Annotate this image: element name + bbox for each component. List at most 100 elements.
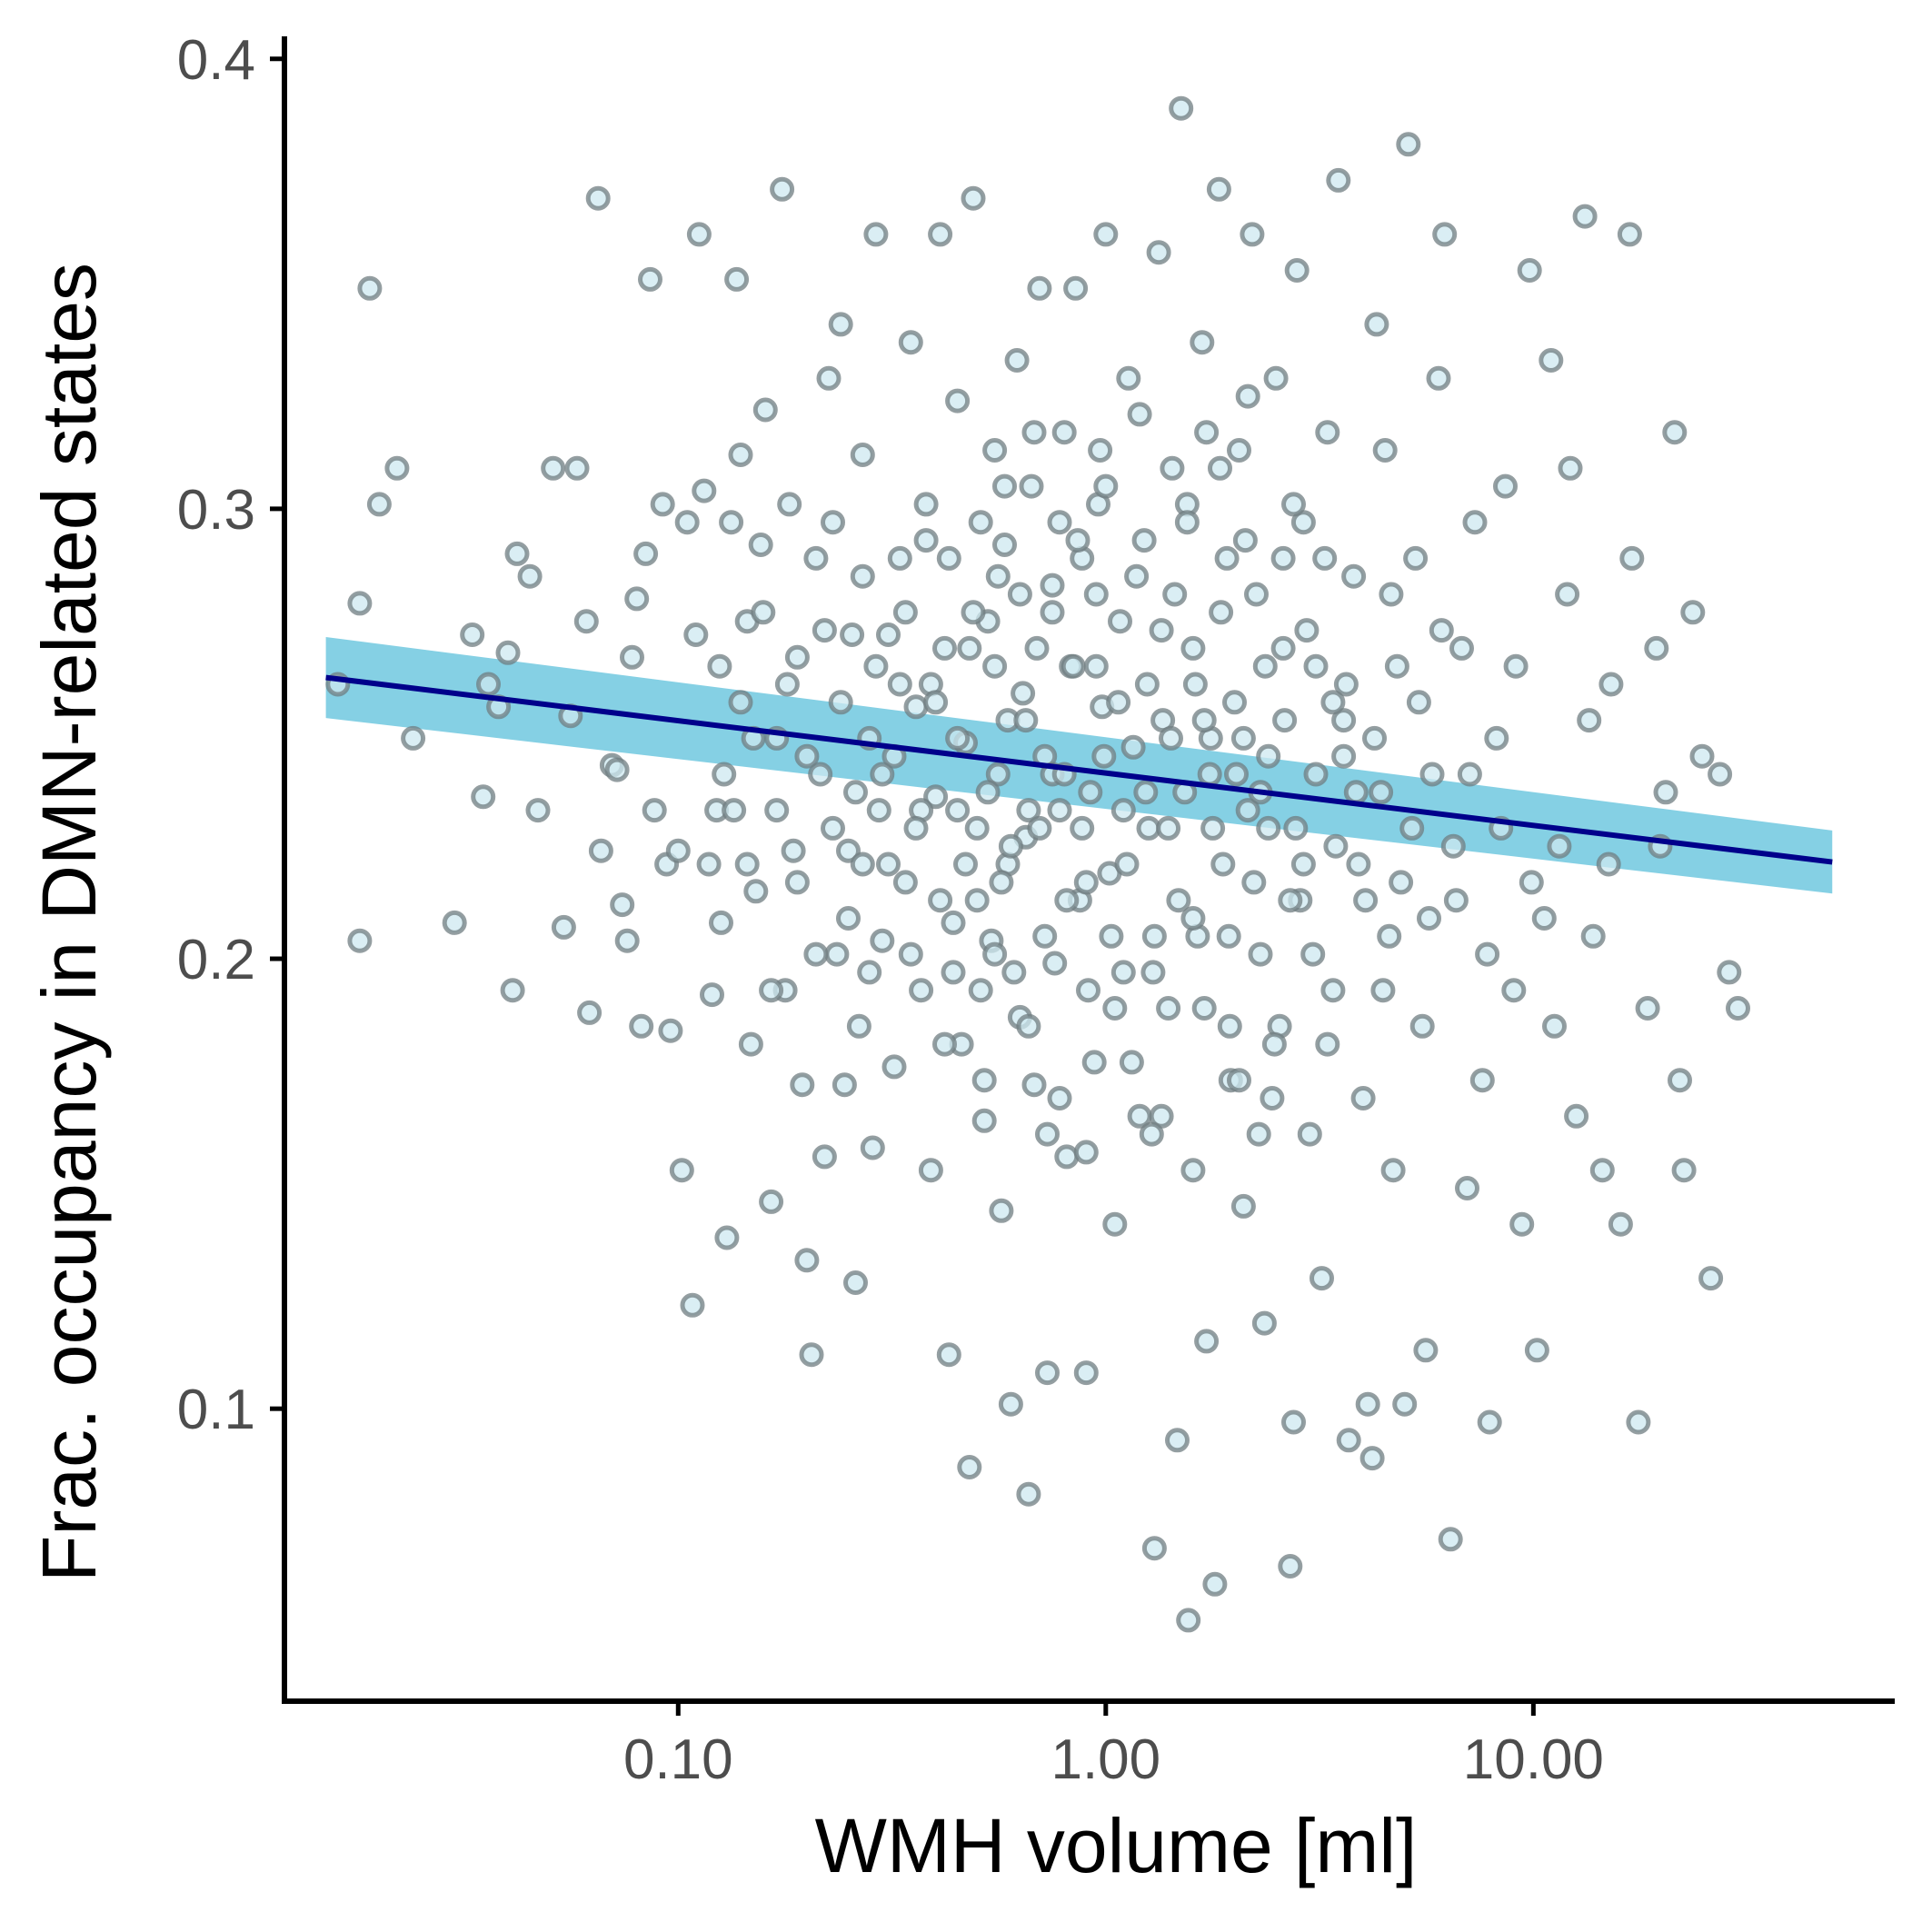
data-point: [1555, 582, 1580, 607]
data-point: [633, 541, 659, 566]
data-point: [843, 780, 868, 805]
data-point: [1635, 996, 1660, 1021]
data-point: [1409, 1013, 1435, 1039]
data-point: [1169, 95, 1194, 121]
data-point: [1235, 798, 1260, 823]
data-point: [1209, 600, 1234, 625]
data-point: [1141, 923, 1167, 949]
data-point: [1281, 492, 1306, 517]
data-point: [824, 941, 850, 967]
data-point: [1116, 365, 1141, 391]
data-point: [1284, 258, 1310, 283]
y-tick-label: 0.3: [177, 479, 255, 542]
data-point: [1021, 1072, 1047, 1098]
data-point: [1698, 1266, 1724, 1291]
data-point: [898, 941, 923, 967]
data-point: [692, 478, 717, 503]
data-point: [1124, 563, 1150, 589]
data-point: [1350, 1086, 1376, 1110]
data-point: [1493, 473, 1518, 499]
data-point: [1608, 1211, 1633, 1237]
data-point: [1278, 1554, 1303, 1578]
data-point: [1443, 888, 1469, 913]
data-point: [1139, 1121, 1164, 1147]
data-point: [1399, 815, 1425, 841]
data-point: [1035, 1360, 1060, 1386]
data-point: [1653, 780, 1678, 805]
data-point: [857, 960, 882, 985]
data-point: [1261, 1031, 1287, 1057]
data-point: [836, 838, 861, 863]
data-point: [1180, 1158, 1206, 1183]
data-point: [1134, 672, 1160, 697]
data-point: [1278, 888, 1303, 913]
data-point: [1166, 888, 1191, 913]
data-point: [674, 510, 700, 535]
data-point: [1438, 1527, 1463, 1552]
data-point: [577, 1000, 603, 1025]
data-point: [1689, 743, 1715, 769]
data-point: [722, 798, 747, 823]
data-point: [1042, 951, 1068, 976]
data-point: [347, 591, 373, 616]
data-point: [1662, 420, 1688, 445]
data-point: [1027, 815, 1052, 841]
data-point: [1230, 725, 1256, 751]
data-point: [669, 1158, 694, 1183]
data-point: [1252, 653, 1278, 679]
data-point: [828, 690, 853, 715]
data-point: [832, 1072, 857, 1098]
data-point: [638, 266, 662, 292]
data-point: [1564, 1103, 1589, 1129]
data-point: [1120, 734, 1146, 760]
data-point: [812, 1144, 837, 1170]
data-point: [1040, 600, 1065, 625]
data-point: [1244, 582, 1269, 607]
data-point: [751, 600, 776, 625]
data-point: [709, 910, 733, 935]
data-point: [840, 622, 865, 647]
data-point: [1668, 1068, 1692, 1093]
data-point: [1202, 1571, 1228, 1597]
data-point: [1007, 582, 1032, 607]
data-point: [714, 1225, 740, 1250]
data-point: [1194, 1329, 1220, 1354]
data-point: [624, 586, 650, 612]
data-point: [850, 851, 875, 877]
data-point: [357, 275, 383, 301]
data-point: [1539, 348, 1564, 373]
data-point: [347, 928, 373, 953]
x-tick-label: 10.00: [1463, 1728, 1604, 1791]
data-point: [903, 815, 929, 841]
data-point: [1509, 1211, 1535, 1237]
data-point: [1063, 275, 1089, 301]
data-point: [913, 528, 939, 553]
data-point: [517, 563, 543, 589]
data-point: [913, 492, 939, 517]
data-point: [1027, 275, 1052, 301]
data-point: [866, 798, 891, 823]
data-point: [401, 725, 426, 751]
data-point: [1165, 1428, 1190, 1453]
data-point: [1241, 870, 1267, 895]
data-point: [1240, 222, 1265, 247]
data-point: [1531, 906, 1557, 931]
data-point: [1572, 204, 1598, 229]
data-point: [1596, 851, 1621, 877]
data-point: [1577, 708, 1602, 733]
data-point: [642, 798, 667, 823]
data-point: [585, 185, 611, 211]
data-point: [1182, 672, 1208, 697]
data-point: [1180, 906, 1206, 931]
data-point: [1519, 870, 1544, 895]
data-point: [1303, 653, 1329, 679]
data-point: [564, 455, 590, 481]
data-point: [1032, 923, 1058, 949]
data-point: [1283, 815, 1309, 841]
data-point: [1429, 618, 1454, 643]
data-point: [1598, 672, 1624, 697]
data-point: [1384, 653, 1409, 679]
data-point: [1426, 365, 1451, 391]
y-tick-label: 0.4: [177, 29, 255, 92]
data-point: [658, 1018, 683, 1043]
